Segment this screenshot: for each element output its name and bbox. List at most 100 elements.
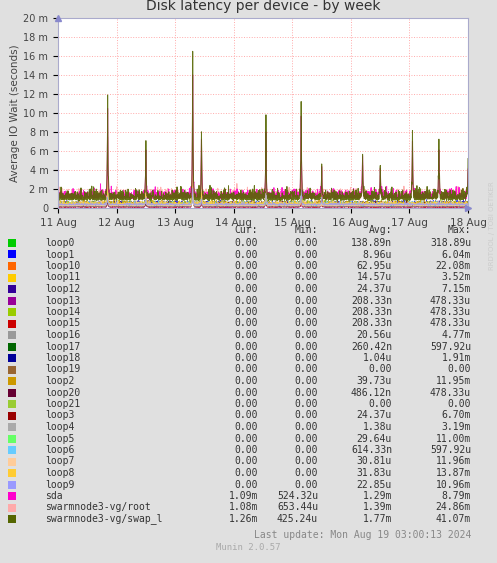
Text: 11.96m: 11.96m — [436, 457, 471, 467]
Text: 0.00: 0.00 — [235, 319, 258, 328]
Text: loop12: loop12 — [45, 284, 80, 294]
Text: 0.00: 0.00 — [295, 387, 318, 397]
Text: 0.00: 0.00 — [295, 410, 318, 421]
Text: 0.00: 0.00 — [295, 457, 318, 467]
Text: 0.00: 0.00 — [295, 480, 318, 489]
Text: loop20: loop20 — [45, 387, 80, 397]
Text: 39.73u: 39.73u — [357, 376, 392, 386]
Text: 0.00: 0.00 — [295, 249, 318, 260]
Text: 8.96u: 8.96u — [363, 249, 392, 260]
Text: loop0: loop0 — [45, 238, 75, 248]
Text: 614.33n: 614.33n — [351, 445, 392, 455]
Text: 22.85u: 22.85u — [357, 480, 392, 489]
Text: 597.92u: 597.92u — [430, 342, 471, 351]
Text: 0.00: 0.00 — [235, 434, 258, 444]
Text: 1.91m: 1.91m — [442, 353, 471, 363]
Text: 0.00: 0.00 — [235, 342, 258, 351]
Text: loop6: loop6 — [45, 445, 75, 455]
Text: 29.64u: 29.64u — [357, 434, 392, 444]
Text: swarmnode3-vg/root: swarmnode3-vg/root — [45, 503, 151, 512]
Text: 1.39m: 1.39m — [363, 503, 392, 512]
Text: 1.09m: 1.09m — [229, 491, 258, 501]
Text: 3.52m: 3.52m — [442, 272, 471, 283]
Text: 0.00: 0.00 — [295, 434, 318, 444]
Text: 0.00: 0.00 — [295, 238, 318, 248]
Text: 11.95m: 11.95m — [436, 376, 471, 386]
Text: loop9: loop9 — [45, 480, 75, 489]
Text: 478.33u: 478.33u — [430, 307, 471, 317]
Text: loop21: loop21 — [45, 399, 80, 409]
Text: 0.00: 0.00 — [235, 480, 258, 489]
Text: loop14: loop14 — [45, 307, 80, 317]
Text: 0.00: 0.00 — [235, 272, 258, 283]
Text: 138.89n: 138.89n — [351, 238, 392, 248]
Text: 24.86m: 24.86m — [436, 503, 471, 512]
Text: 0.00: 0.00 — [235, 410, 258, 421]
Text: 0.00: 0.00 — [235, 399, 258, 409]
Text: Min:: Min: — [295, 225, 318, 235]
Text: 6.04m: 6.04m — [442, 249, 471, 260]
Text: 208.33n: 208.33n — [351, 296, 392, 306]
Text: loop5: loop5 — [45, 434, 75, 444]
Text: 0.00: 0.00 — [295, 468, 318, 478]
Text: loop10: loop10 — [45, 261, 80, 271]
Text: 0.00: 0.00 — [295, 330, 318, 340]
Text: 4.77m: 4.77m — [442, 330, 471, 340]
Text: 0.00: 0.00 — [295, 261, 318, 271]
Text: 0.00: 0.00 — [235, 261, 258, 271]
Text: 13.87m: 13.87m — [436, 468, 471, 478]
Text: 41.07m: 41.07m — [436, 514, 471, 524]
Text: 0.00: 0.00 — [235, 307, 258, 317]
Text: 0.00: 0.00 — [235, 387, 258, 397]
Text: loop7: loop7 — [45, 457, 75, 467]
Text: 10.96m: 10.96m — [436, 480, 471, 489]
Text: 20.56u: 20.56u — [357, 330, 392, 340]
Text: 0.00: 0.00 — [295, 307, 318, 317]
Text: loop4: loop4 — [45, 422, 75, 432]
Text: loop17: loop17 — [45, 342, 80, 351]
Text: 0.00: 0.00 — [235, 296, 258, 306]
Text: 1.08m: 1.08m — [229, 503, 258, 512]
Text: 0.00: 0.00 — [295, 399, 318, 409]
Text: 30.81u: 30.81u — [357, 457, 392, 467]
Text: 0.00: 0.00 — [295, 319, 318, 328]
Text: Max:: Max: — [447, 225, 471, 235]
Text: 3.19m: 3.19m — [442, 422, 471, 432]
Text: 0.00: 0.00 — [235, 422, 258, 432]
Text: RRDTOOL / TOBI OETIKER: RRDTOOL / TOBI OETIKER — [489, 181, 495, 270]
Text: loop1: loop1 — [45, 249, 75, 260]
Text: 1.26m: 1.26m — [229, 514, 258, 524]
Text: 0.00: 0.00 — [295, 342, 318, 351]
Text: 31.83u: 31.83u — [357, 468, 392, 478]
Text: 0.00: 0.00 — [295, 364, 318, 374]
Text: 0.00: 0.00 — [295, 284, 318, 294]
Text: 7.15m: 7.15m — [442, 284, 471, 294]
Text: 486.12n: 486.12n — [351, 387, 392, 397]
Text: 0.00: 0.00 — [235, 249, 258, 260]
Text: 425.24u: 425.24u — [277, 514, 318, 524]
Text: 1.77m: 1.77m — [363, 514, 392, 524]
Text: 0.00: 0.00 — [447, 399, 471, 409]
Text: 0.00: 0.00 — [235, 364, 258, 374]
Text: 6.70m: 6.70m — [442, 410, 471, 421]
Text: 0.00: 0.00 — [295, 376, 318, 386]
Text: 318.89u: 318.89u — [430, 238, 471, 248]
Text: 208.33n: 208.33n — [351, 307, 392, 317]
Text: Avg:: Avg: — [368, 225, 392, 235]
Text: 14.57u: 14.57u — [357, 272, 392, 283]
Text: 8.79m: 8.79m — [442, 491, 471, 501]
Text: Cur:: Cur: — [235, 225, 258, 235]
Text: Last update: Mon Aug 19 03:00:13 2024: Last update: Mon Aug 19 03:00:13 2024 — [253, 529, 471, 539]
Text: loop15: loop15 — [45, 319, 80, 328]
Text: loop3: loop3 — [45, 410, 75, 421]
Text: sda: sda — [45, 491, 63, 501]
Text: 22.08m: 22.08m — [436, 261, 471, 271]
Text: 0.00: 0.00 — [295, 353, 318, 363]
Text: 0.00: 0.00 — [368, 364, 392, 374]
Text: 62.95u: 62.95u — [357, 261, 392, 271]
Text: Munin 2.0.57: Munin 2.0.57 — [216, 543, 280, 552]
Text: 0.00: 0.00 — [235, 457, 258, 467]
Text: 1.38u: 1.38u — [363, 422, 392, 432]
Text: 597.92u: 597.92u — [430, 445, 471, 455]
Y-axis label: Average IO Wait (seconds): Average IO Wait (seconds) — [10, 44, 20, 182]
